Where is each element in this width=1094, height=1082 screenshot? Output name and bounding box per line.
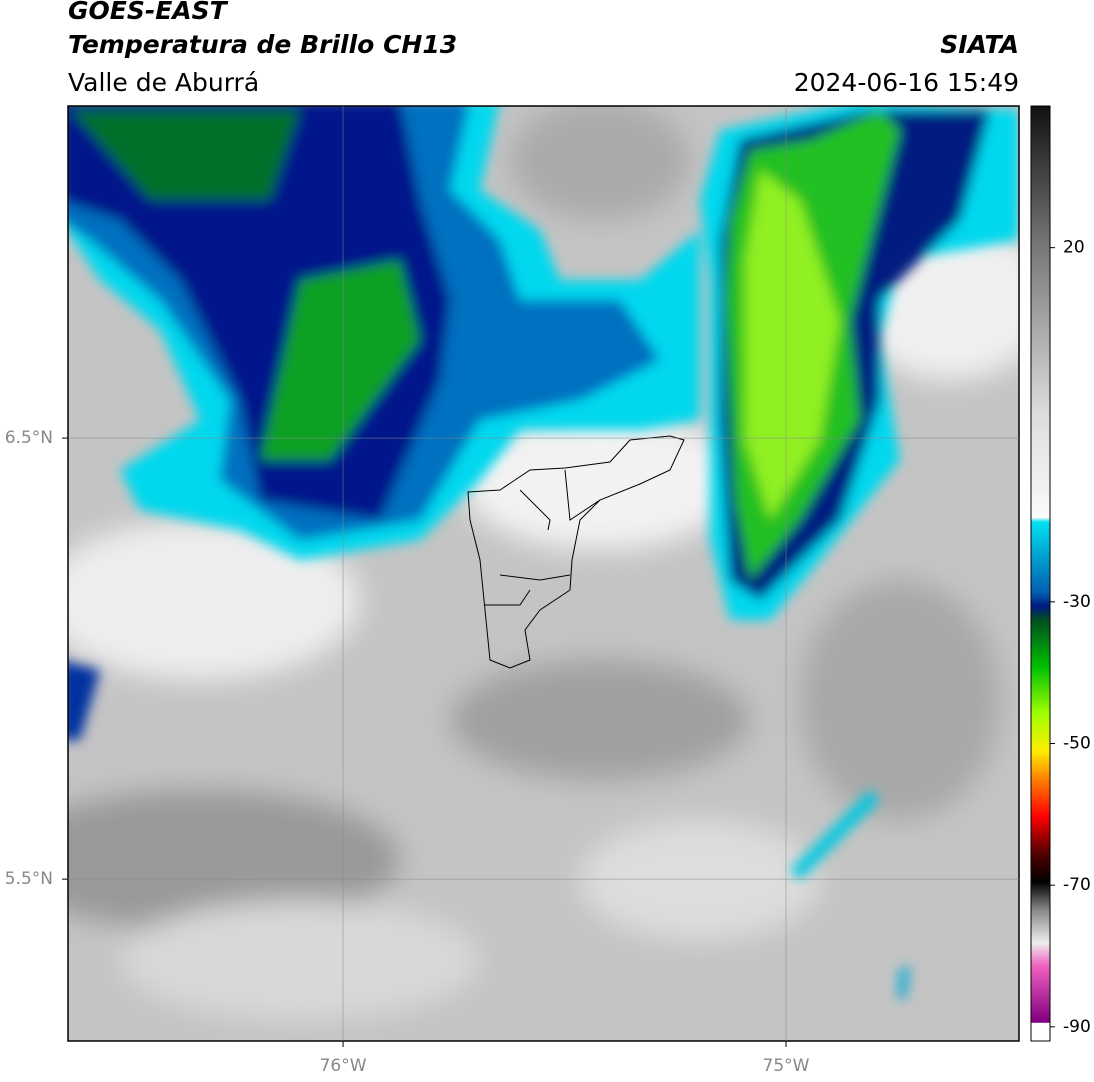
- lon-tick-label: 75°W: [763, 1056, 810, 1076]
- title: GOES-EAST: [68, 0, 229, 25]
- colorbar-tick-label: 20: [1063, 238, 1085, 258]
- timestamp: 2024-06-16 15:49: [794, 68, 1019, 97]
- satellite-image: [68, 106, 1019, 1041]
- region: Valle de Aburrá: [68, 68, 259, 97]
- lat-tick-label: 5.5°N: [5, 869, 53, 889]
- source: SIATA: [940, 30, 1019, 59]
- lat-tick-label: 6.5°N: [5, 428, 53, 448]
- map-frame: [67, 105, 1020, 1042]
- lon-tick-label: 76°W: [320, 1056, 367, 1076]
- colorbar-tick-label: -70: [1063, 875, 1091, 895]
- colorbar-tick-label: -30: [1063, 592, 1091, 612]
- colorbar-tick-label: -50: [1063, 734, 1091, 754]
- colorbar-tick-label: -90: [1063, 1017, 1091, 1037]
- colorbar: [1030, 105, 1051, 1042]
- subtitle: Temperatura de Brillo CH13: [68, 30, 457, 59]
